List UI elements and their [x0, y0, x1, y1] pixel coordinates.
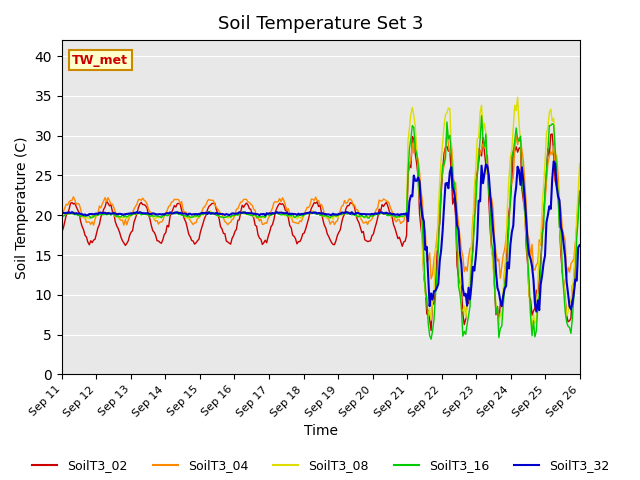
SoilT3_04	[58, 213, 66, 219]
Legend: SoilT3_02, SoilT3_04, SoilT3_08, SoilT3_16, SoilT3_32: SoilT3_02, SoilT3_04, SoilT3_08, SoilT3_…	[28, 454, 614, 477]
SoilT3_32	[238, 210, 246, 216]
SoilT3_04	[284, 206, 292, 212]
Line: SoilT3_04: SoilT3_04	[62, 131, 580, 279]
SoilT3_16	[284, 213, 292, 218]
SoilT3_16	[428, 336, 435, 342]
SoilT3_04	[576, 189, 584, 195]
SoilT3_04	[212, 204, 220, 210]
SoilT3_02	[284, 215, 292, 221]
Y-axis label: Soil Temperature (C): Soil Temperature (C)	[15, 136, 29, 278]
SoilT3_32	[548, 176, 556, 182]
SoilT3_16	[230, 213, 237, 219]
SoilT3_32	[550, 158, 557, 164]
SoilT3_16	[122, 213, 129, 218]
SoilT3_08	[58, 213, 66, 218]
SoilT3_16	[550, 122, 557, 128]
SoilT3_02	[576, 194, 584, 200]
Line: SoilT3_02: SoilT3_02	[62, 134, 580, 331]
SoilT3_02	[238, 203, 246, 208]
SoilT3_02	[230, 233, 237, 239]
SoilT3_08	[238, 208, 246, 214]
SoilT3_02	[122, 242, 129, 248]
SoilT3_08	[230, 213, 237, 218]
Title: Soil Temperature Set 3: Soil Temperature Set 3	[218, 15, 424, 33]
SoilT3_08	[284, 213, 292, 219]
SoilT3_32	[532, 309, 540, 314]
SoilT3_02	[550, 150, 557, 156]
SoilT3_04	[550, 143, 557, 149]
SoilT3_04	[238, 199, 246, 204]
SoilT3_02	[212, 206, 220, 212]
SoilT3_04	[443, 128, 451, 134]
SoilT3_16	[212, 212, 220, 218]
SoilT3_16	[477, 113, 485, 119]
SoilT3_04	[428, 276, 435, 282]
Line: SoilT3_08: SoilT3_08	[62, 97, 580, 330]
SoilT3_04	[122, 216, 129, 222]
SoilT3_08	[122, 215, 129, 221]
SoilT3_08	[550, 116, 557, 121]
SoilT3_32	[212, 210, 220, 216]
X-axis label: Time: Time	[304, 424, 338, 438]
SoilT3_08	[514, 95, 522, 100]
SoilT3_08	[576, 161, 584, 167]
SoilT3_32	[58, 211, 66, 216]
SoilT3_32	[122, 211, 129, 217]
SoilT3_02	[548, 131, 556, 137]
SoilT3_08	[212, 212, 220, 218]
Line: SoilT3_16: SoilT3_16	[62, 116, 580, 339]
SoilT3_08	[528, 327, 536, 333]
Line: SoilT3_32: SoilT3_32	[62, 161, 580, 312]
SoilT3_32	[284, 211, 292, 217]
SoilT3_16	[576, 188, 584, 194]
SoilT3_02	[428, 328, 435, 334]
SoilT3_04	[230, 216, 237, 222]
Text: TW_met: TW_met	[72, 53, 128, 67]
SoilT3_32	[576, 242, 584, 248]
SoilT3_02	[58, 229, 66, 235]
SoilT3_16	[58, 212, 66, 218]
SoilT3_16	[238, 210, 246, 216]
SoilT3_32	[230, 211, 237, 216]
